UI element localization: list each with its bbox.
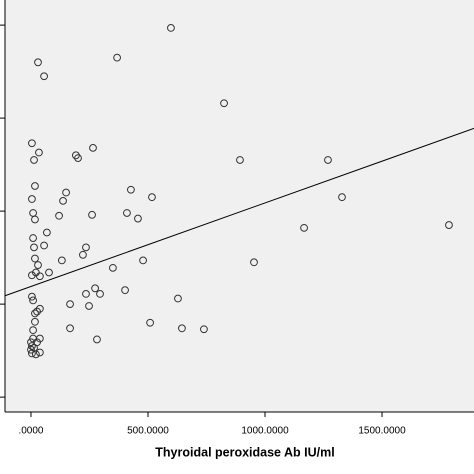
point [33, 338, 41, 347]
x-tick-label: 1000.0000 [241, 426, 289, 437]
point [62, 188, 70, 197]
point [134, 214, 142, 223]
point [200, 325, 208, 334]
point [34, 58, 42, 67]
point [31, 309, 39, 318]
point [31, 350, 40, 359]
point [108, 263, 117, 272]
plot-background [5, 0, 474, 412]
point [123, 209, 131, 217]
point [31, 317, 39, 326]
point [113, 53, 122, 62]
point [29, 296, 37, 305]
point [82, 243, 90, 252]
x-axis-label: Thyroidal peroxidase Ab IU/ml [155, 445, 334, 459]
point [146, 318, 154, 327]
point [57, 256, 66, 265]
point [178, 324, 186, 333]
point [28, 139, 36, 148]
point [34, 261, 42, 269]
point [300, 223, 308, 232]
point [28, 271, 36, 280]
point [30, 156, 38, 164]
point [66, 324, 74, 333]
point [74, 154, 82, 163]
point [33, 307, 41, 316]
point [28, 195, 36, 203]
point [236, 156, 244, 164]
point [42, 228, 51, 237]
point [40, 72, 48, 81]
point [35, 272, 44, 281]
point [59, 196, 67, 205]
point [82, 289, 90, 298]
point [55, 211, 63, 220]
point [338, 193, 346, 202]
point [29, 326, 37, 335]
point [220, 99, 228, 108]
x-tick-label: 500.0000 [127, 426, 169, 437]
point [28, 349, 36, 358]
point [35, 148, 43, 157]
point [40, 241, 48, 250]
point [93, 335, 101, 344]
point [28, 342, 36, 350]
point [31, 215, 39, 224]
point [96, 289, 104, 298]
point [31, 254, 39, 263]
point [324, 156, 332, 164]
point [174, 294, 182, 303]
point [27, 345, 35, 354]
point [250, 258, 258, 267]
point [31, 182, 39, 190]
point [28, 292, 36, 301]
x-tick-label: .0000 [18, 426, 43, 437]
point [127, 185, 135, 194]
point [35, 348, 44, 357]
point [89, 143, 97, 152]
point [79, 250, 87, 259]
point [85, 302, 93, 310]
x-tick-label: 1500.0000 [358, 426, 406, 437]
point [139, 256, 147, 265]
point [148, 193, 156, 202]
point [30, 243, 38, 252]
point [121, 286, 129, 295]
point [88, 210, 96, 219]
trendline [4, 127, 474, 297]
point [445, 221, 453, 229]
point [167, 24, 175, 32]
point [66, 300, 74, 309]
point [45, 268, 53, 277]
point [91, 284, 100, 293]
point [29, 234, 37, 242]
point [35, 304, 44, 313]
